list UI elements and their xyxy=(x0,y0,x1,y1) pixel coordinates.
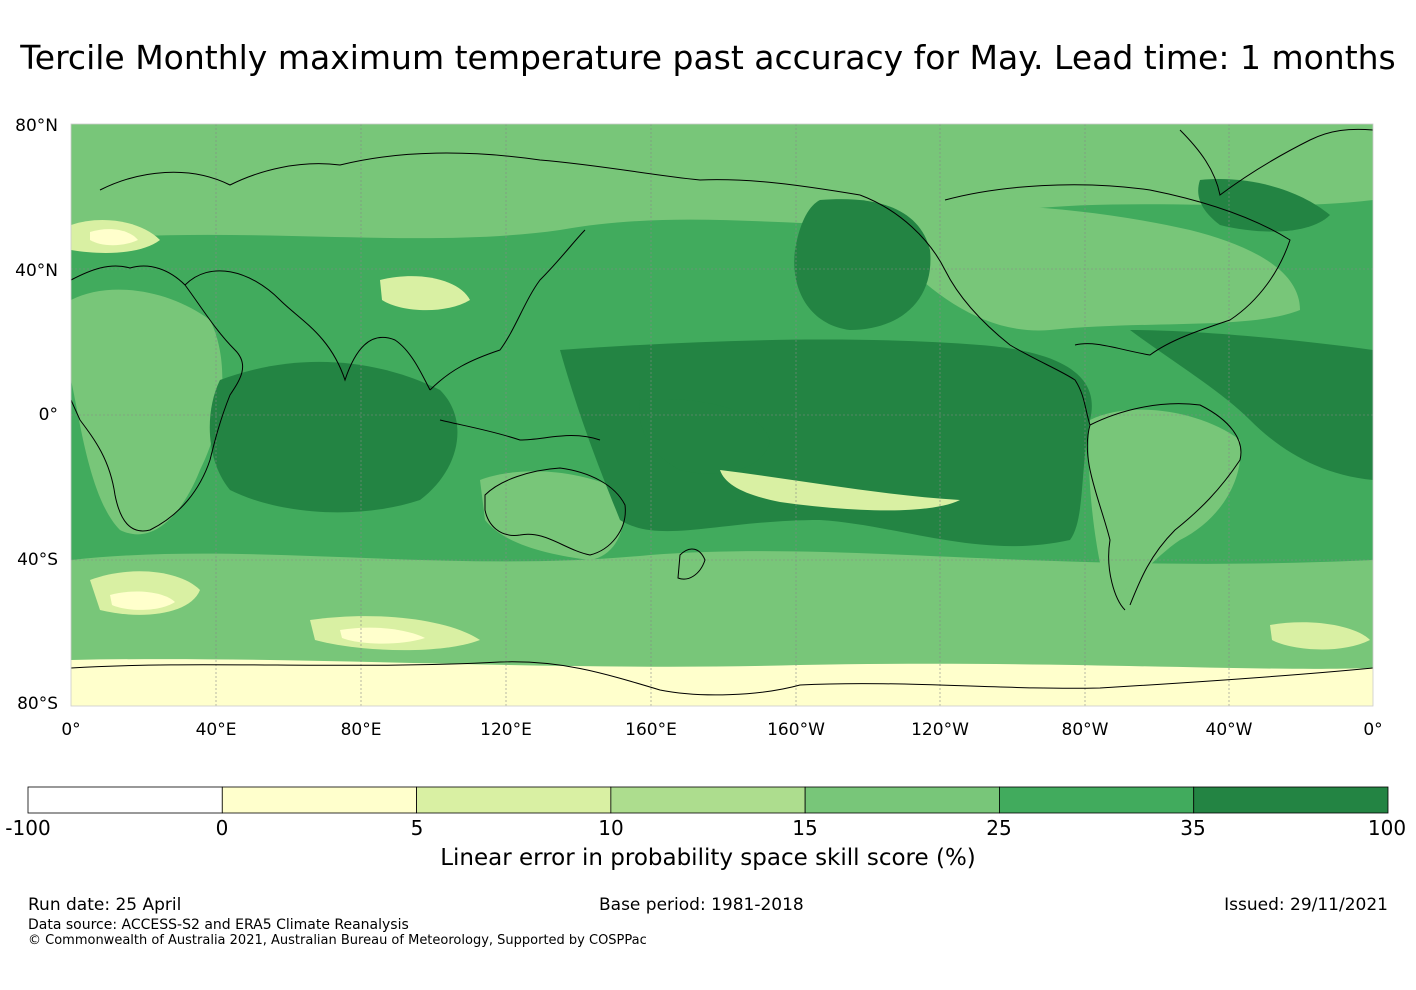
colorbar-segment xyxy=(27,786,223,814)
legend-tick: 0 xyxy=(215,816,229,840)
run-date: Run date: 25 April xyxy=(28,895,182,915)
legend-tick: 25 xyxy=(986,816,1012,840)
map-frame xyxy=(70,123,1374,707)
lon-label-40w: 40°W xyxy=(1205,720,1253,740)
lon-label-80e: 80°E xyxy=(340,720,382,740)
map-title: Tercile Monthly maximum temperature past… xyxy=(20,38,1396,77)
lon-label-0-left: 0° xyxy=(61,720,81,740)
colorbar-segment xyxy=(610,786,806,814)
legend-tick: 35 xyxy=(1180,816,1206,840)
lon-label-80w: 80°W xyxy=(1061,720,1109,740)
legend-tick: 10 xyxy=(598,816,624,840)
lat-label-0: 0° xyxy=(38,405,58,425)
legend-tick: 100 xyxy=(1367,816,1407,840)
lon-label-120e: 120°E xyxy=(480,720,532,740)
lat-label-80n: 80°N xyxy=(15,116,58,136)
copyright-notice: © Commonwealth of Australia 2021, Austra… xyxy=(28,933,647,948)
colorbar-segment xyxy=(804,786,1000,814)
legend-tick: -100 xyxy=(5,816,51,840)
high-skill-regions xyxy=(209,179,1373,547)
lon-label-40e: 40°E xyxy=(195,720,237,740)
lon-label-160e: 160°E xyxy=(625,720,677,740)
lat-label-40n: 40°N xyxy=(15,261,58,281)
colorbar-segment xyxy=(416,786,612,814)
colorbar-label: Linear error in probability space skill … xyxy=(440,845,976,871)
coastlines xyxy=(71,128,1373,696)
map-gridlines xyxy=(71,124,1373,706)
data-source: Data source: ACCESS-S2 and ERA5 Climate … xyxy=(28,917,409,933)
very-low-skill-regions xyxy=(71,229,1373,706)
colorbar-segment xyxy=(221,786,417,814)
lon-label-0-right: 0° xyxy=(1363,720,1383,740)
colorbar xyxy=(27,786,1389,814)
legend-tick: 15 xyxy=(792,816,818,840)
issued-date: Issued: 29/11/2021 xyxy=(1224,895,1388,915)
base-period: Base period: 1981-2018 xyxy=(599,895,804,915)
colorbar-segment xyxy=(1193,786,1389,814)
lat-label-40s: 40°S xyxy=(17,550,58,570)
lon-label-120w: 120°W xyxy=(911,720,969,740)
lon-label-160w: 160°W xyxy=(767,720,825,740)
legend-tick: 5 xyxy=(410,816,424,840)
skill-score-map xyxy=(70,123,1374,707)
lat-label-80s: 80°S xyxy=(17,694,58,714)
colorbar-segment xyxy=(999,786,1195,814)
